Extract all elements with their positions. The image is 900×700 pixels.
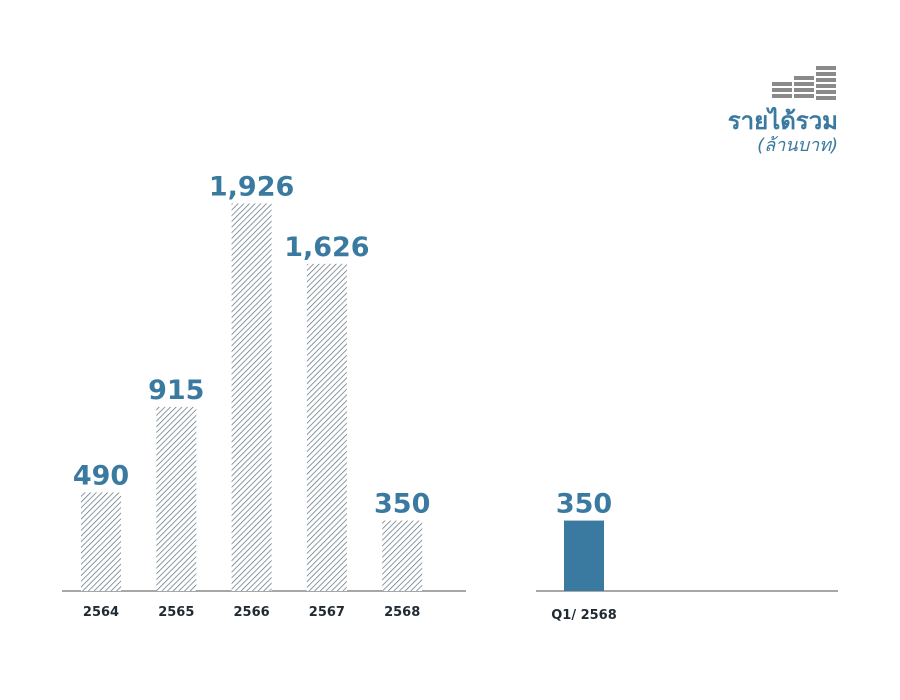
data-label: 350 (556, 489, 612, 520)
x-tick-label: 2566 (234, 605, 270, 620)
bar (156, 406, 197, 591)
chart-title: รายได้รวม (727, 107, 838, 135)
data-label: 1,926 (209, 171, 294, 202)
x-tick-label: Q1/ 2568 (551, 608, 617, 623)
data-label: 490 (73, 460, 129, 491)
data-label: 350 (374, 489, 430, 520)
bar (382, 520, 423, 591)
x-tick-label: 2564 (83, 605, 119, 620)
x-tick-label: 2567 (309, 605, 345, 620)
bar (81, 492, 121, 591)
bar (231, 203, 272, 591)
chart-legend: รายได้รวม (ล้านบาท) (727, 107, 838, 156)
bar (564, 520, 604, 591)
data-label: 915 (148, 375, 204, 406)
building-icon (772, 66, 838, 106)
bar (306, 263, 347, 591)
data-label: 1,626 (284, 232, 369, 263)
x-tick-label: 2565 (158, 605, 194, 620)
annual-chart: 490 2564 915 2565 1,926 2566 1,626 2567 350 2568 (62, 171, 466, 620)
quarter-chart: 350 Q1/ 2568 (536, 489, 838, 623)
x-tick-label: 2568 (384, 605, 420, 620)
chart-unit: (ล้านบาท) (757, 134, 838, 156)
